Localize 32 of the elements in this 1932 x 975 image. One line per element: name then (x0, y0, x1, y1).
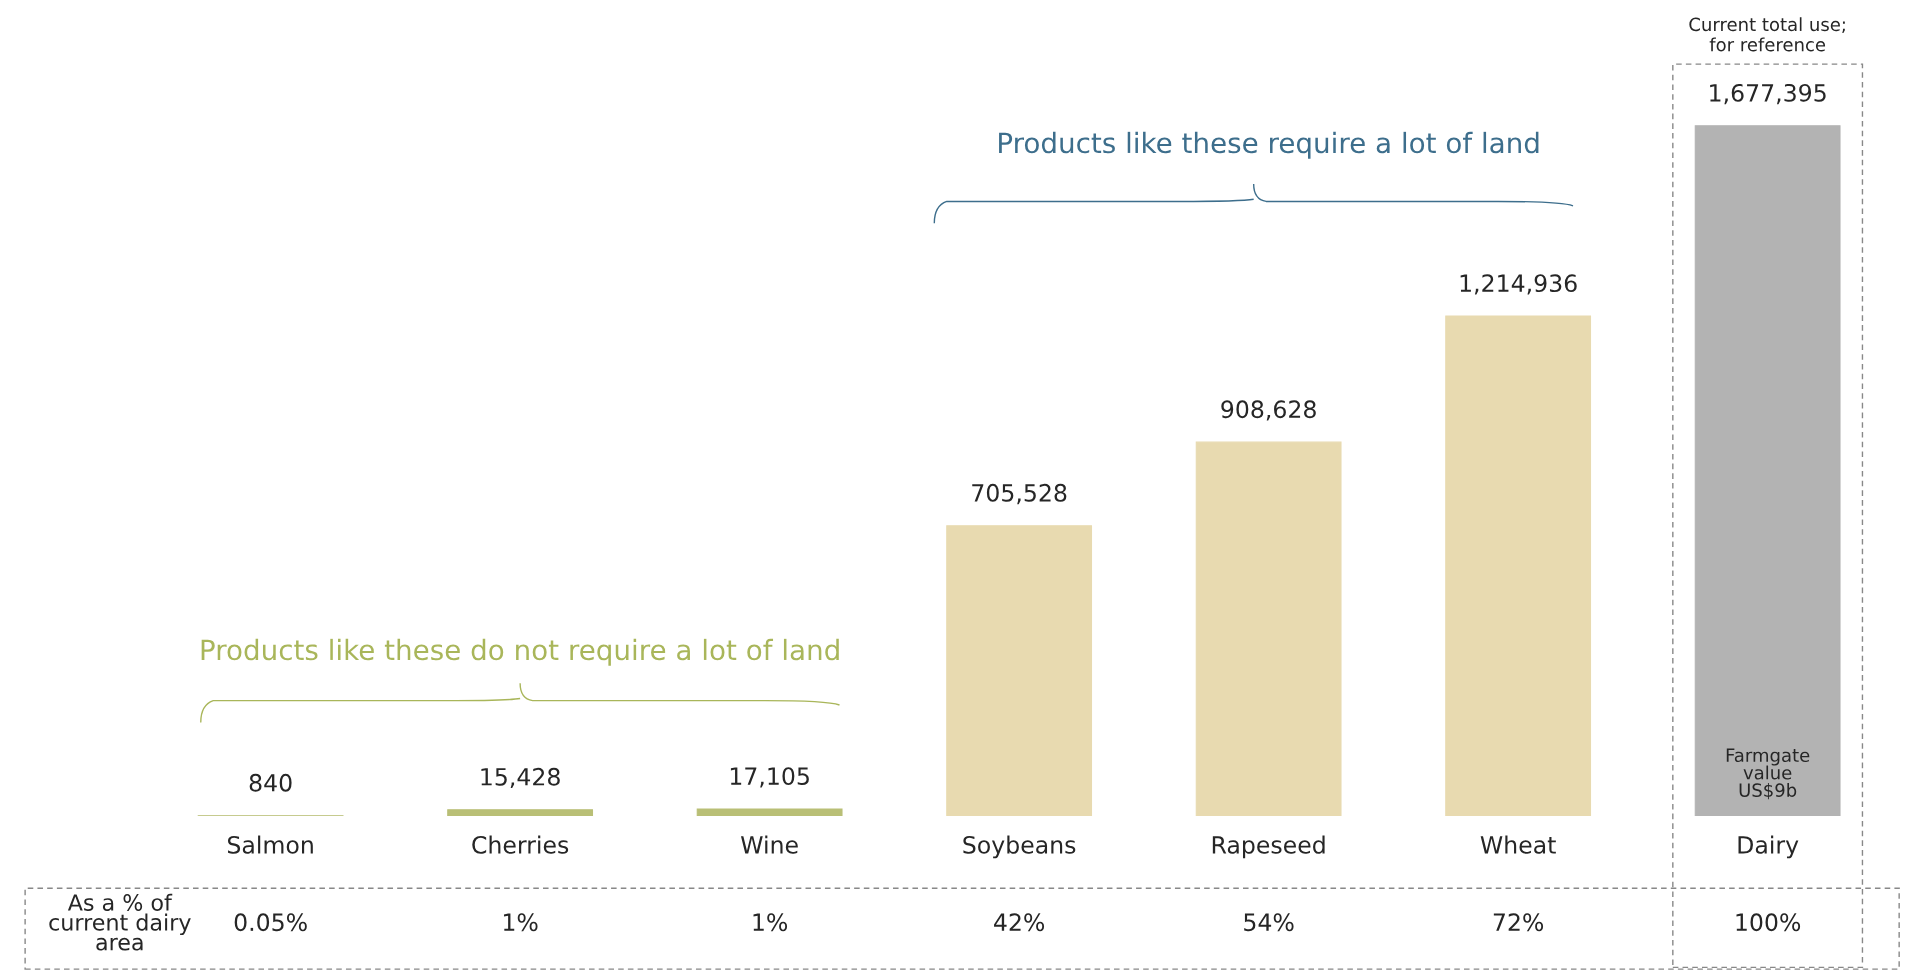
bar (696, 808, 843, 817)
text: As a % of current dairy area (49, 893, 191, 951)
x-tick-label: Cherries (472, 835, 569, 854)
x-tick-label: Wine (740, 835, 798, 854)
data-label: 705,528 (972, 483, 1067, 505)
x-tick-label: Soybeans (963, 835, 1076, 859)
text: 72% (1493, 913, 1544, 932)
bar (1195, 441, 1342, 817)
text: 100% (1736, 913, 1801, 932)
x-tick-label: Dairy (1738, 835, 1799, 859)
x-tick-label: Wheat (1480, 835, 1556, 854)
x-tick-label: Salmon (227, 835, 313, 854)
annotation: Products like these require a lot of land (999, 131, 1539, 159)
data-label: 840 (249, 773, 292, 792)
bar (946, 525, 1093, 817)
text: 42% (994, 913, 1045, 932)
data-label: 908,628 (1221, 400, 1316, 421)
annotation: Farmgate value US$9b (1726, 748, 1810, 800)
x-tick-label: Rapeseed (1212, 835, 1325, 859)
data-label: 17,105 (730, 767, 809, 788)
text: 0.05% (234, 913, 307, 932)
data-label: 1,214,936 (1460, 274, 1577, 295)
text: 1% (503, 913, 538, 932)
bar (1445, 315, 1592, 817)
bar (447, 809, 594, 817)
text: 54% (1244, 913, 1294, 932)
text: 1% (753, 913, 788, 932)
bar (1694, 125, 1841, 817)
data-label: 1,677,395 (1710, 83, 1826, 105)
annotation: Products like these do not require a lot of land (201, 638, 839, 666)
text: Current total use; for reference (1689, 17, 1845, 52)
data-label: 15,428 (481, 767, 560, 789)
